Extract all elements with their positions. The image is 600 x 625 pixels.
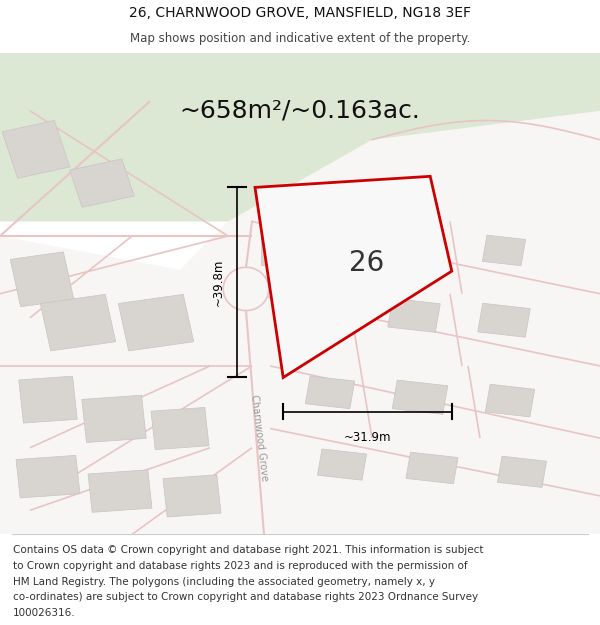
Polygon shape (223, 268, 269, 311)
Bar (151, 408, 209, 449)
Text: ~39.8m: ~39.8m (212, 259, 225, 306)
Bar (261, 231, 303, 265)
Text: ~658m²/~0.163ac.: ~658m²/~0.163ac. (179, 99, 421, 123)
Text: to Crown copyright and database rights 2023 and is reproduced with the permissio: to Crown copyright and database rights 2… (13, 561, 468, 571)
Text: 100026316.: 100026316. (13, 608, 76, 618)
Text: ~31.9m: ~31.9m (344, 431, 391, 444)
Bar (163, 475, 221, 517)
Bar (317, 449, 367, 480)
Text: 26: 26 (349, 249, 385, 277)
Bar (70, 159, 134, 208)
Bar (392, 380, 448, 414)
Polygon shape (0, 53, 372, 221)
Bar (296, 228, 340, 259)
Bar (82, 395, 146, 442)
Polygon shape (0, 236, 180, 534)
Bar (305, 376, 355, 409)
Bar (497, 456, 547, 488)
Bar (292, 296, 344, 330)
Text: co-ordinates) are subject to Crown copyright and database rights 2023 Ordnance S: co-ordinates) are subject to Crown copyr… (13, 592, 478, 602)
Bar (88, 470, 152, 512)
Bar (482, 235, 526, 266)
Bar (40, 294, 116, 351)
Text: Contains OS data © Crown copyright and database right 2021. This information is : Contains OS data © Crown copyright and d… (13, 545, 484, 555)
Polygon shape (372, 53, 600, 140)
Bar (2, 121, 70, 178)
Bar (478, 303, 530, 338)
Bar (485, 384, 535, 417)
Bar (118, 294, 194, 351)
Bar (19, 376, 77, 423)
Polygon shape (255, 176, 452, 378)
Polygon shape (180, 53, 600, 534)
Bar (388, 298, 440, 332)
Text: HM Land Registry. The polygons (including the associated geometry, namely x, y: HM Land Registry. The polygons (includin… (13, 577, 435, 587)
Text: 26, CHARNWOOD GROVE, MANSFIELD, NG18 3EF: 26, CHARNWOOD GROVE, MANSFIELD, NG18 3EF (129, 6, 471, 20)
Bar (10, 252, 74, 307)
Bar (16, 456, 80, 498)
Bar (406, 452, 458, 484)
Text: Map shows position and indicative extent of the property.: Map shows position and indicative extent… (130, 32, 470, 45)
Bar (392, 231, 436, 261)
Text: Charnwood Grove: Charnwood Grove (249, 394, 269, 482)
